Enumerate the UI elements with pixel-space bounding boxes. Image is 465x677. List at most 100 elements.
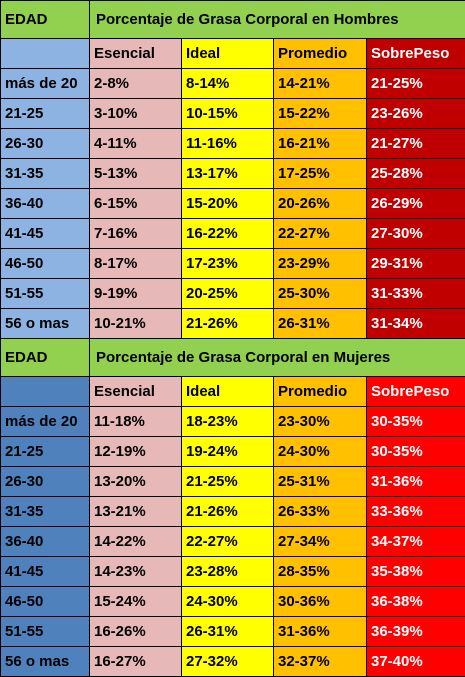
ideal-cell: 26-31%	[182, 617, 274, 647]
promedio-cell: 22-27%	[274, 219, 367, 249]
men-header-blank	[1, 39, 90, 69]
ideal-cell: 16-22%	[182, 219, 274, 249]
age-cell: 56 o mas	[1, 647, 90, 677]
women-header-esencial: Esencial	[90, 377, 182, 407]
promedio-cell: 26-33%	[274, 497, 367, 527]
sobrepeso-cell: 31-34%	[367, 309, 465, 339]
esencial-cell: 7-16%	[90, 219, 182, 249]
age-cell: 31-35	[1, 159, 90, 189]
men-age-label: EDAD	[1, 1, 90, 39]
promedio-cell: 30-36%	[274, 587, 367, 617]
age-cell: 26-30	[1, 129, 90, 159]
ideal-cell: 22-27%	[182, 527, 274, 557]
esencial-cell: 4-11%	[90, 129, 182, 159]
esencial-cell: 3-10%	[90, 99, 182, 129]
ideal-cell: 20-25%	[182, 279, 274, 309]
age-cell: 51-55	[1, 617, 90, 647]
esencial-cell: 16-27%	[90, 647, 182, 677]
esencial-cell: 8-17%	[90, 249, 182, 279]
esencial-cell: 14-23%	[90, 557, 182, 587]
esencial-cell: 15-24%	[90, 587, 182, 617]
sobrepeso-cell: 21-27%	[367, 129, 465, 159]
age-cell: más de 20	[1, 69, 90, 99]
women-table-title: Porcentaje de Grasa Corporal en Mujeres	[90, 339, 465, 377]
age-cell: 56 o mas	[1, 309, 90, 339]
ideal-cell: 21-26%	[182, 309, 274, 339]
ideal-cell: 10-15%	[182, 99, 274, 129]
ideal-cell: 18-23%	[182, 407, 274, 437]
promedio-cell: 25-31%	[274, 467, 367, 497]
women-header-sobrepeso: SobrePeso	[367, 377, 465, 407]
ideal-cell: 17-23%	[182, 249, 274, 279]
sobrepeso-cell: 29-31%	[367, 249, 465, 279]
men-header-esencial: Esencial	[90, 39, 182, 69]
ideal-cell: 15-20%	[182, 189, 274, 219]
women-header-ideal: Ideal	[182, 377, 274, 407]
age-cell: 46-50	[1, 587, 90, 617]
esencial-cell: 16-26%	[90, 617, 182, 647]
women-age-label: EDAD	[1, 339, 90, 377]
promedio-cell: 26-31%	[274, 309, 367, 339]
promedio-cell: 25-30%	[274, 279, 367, 309]
age-cell: 26-30	[1, 467, 90, 497]
promedio-cell: 23-29%	[274, 249, 367, 279]
sobrepeso-cell: 31-36%	[367, 467, 465, 497]
sobrepeso-cell: 31-33%	[367, 279, 465, 309]
age-cell: 51-55	[1, 279, 90, 309]
promedio-cell: 24-30%	[274, 437, 367, 467]
age-cell: más de 20	[1, 407, 90, 437]
age-cell: 36-40	[1, 527, 90, 557]
sobrepeso-cell: 23-26%	[367, 99, 465, 129]
men-header-promedio: Promedio	[274, 39, 367, 69]
ideal-cell: 19-24%	[182, 437, 274, 467]
sobrepeso-cell: 27-30%	[367, 219, 465, 249]
ideal-cell: 11-16%	[182, 129, 274, 159]
age-cell: 21-25	[1, 437, 90, 467]
promedio-cell: 15-22%	[274, 99, 367, 129]
esencial-cell: 6-15%	[90, 189, 182, 219]
esencial-cell: 11-18%	[90, 407, 182, 437]
sobrepeso-cell: 25-28%	[367, 159, 465, 189]
women-header-blank	[1, 377, 90, 407]
men-header-ideal: Ideal	[182, 39, 274, 69]
promedio-cell: 20-26%	[274, 189, 367, 219]
sobrepeso-cell: 37-40%	[367, 647, 465, 677]
promedio-cell: 31-36%	[274, 617, 367, 647]
ideal-cell: 27-32%	[182, 647, 274, 677]
sobrepeso-cell: 30-35%	[367, 407, 465, 437]
women-title-row: EDAD Porcentaje de Grasa Corporal en Muj…	[1, 339, 465, 377]
sobrepeso-cell: 33-36%	[367, 497, 465, 527]
sobrepeso-cell: 36-38%	[367, 587, 465, 617]
men-header-sobrepeso: SobrePeso	[367, 39, 465, 69]
esencial-cell: 5-13%	[90, 159, 182, 189]
promedio-cell: 14-21%	[274, 69, 367, 99]
sobrepeso-cell: 26-29%	[367, 189, 465, 219]
age-cell: 46-50	[1, 249, 90, 279]
sobrepeso-cell: 30-35%	[367, 437, 465, 467]
women-header-promedio: Promedio	[274, 377, 367, 407]
esencial-cell: 13-20%	[90, 467, 182, 497]
promedio-cell: 23-30%	[274, 407, 367, 437]
age-cell: 21-25	[1, 99, 90, 129]
ideal-cell: 13-17%	[182, 159, 274, 189]
